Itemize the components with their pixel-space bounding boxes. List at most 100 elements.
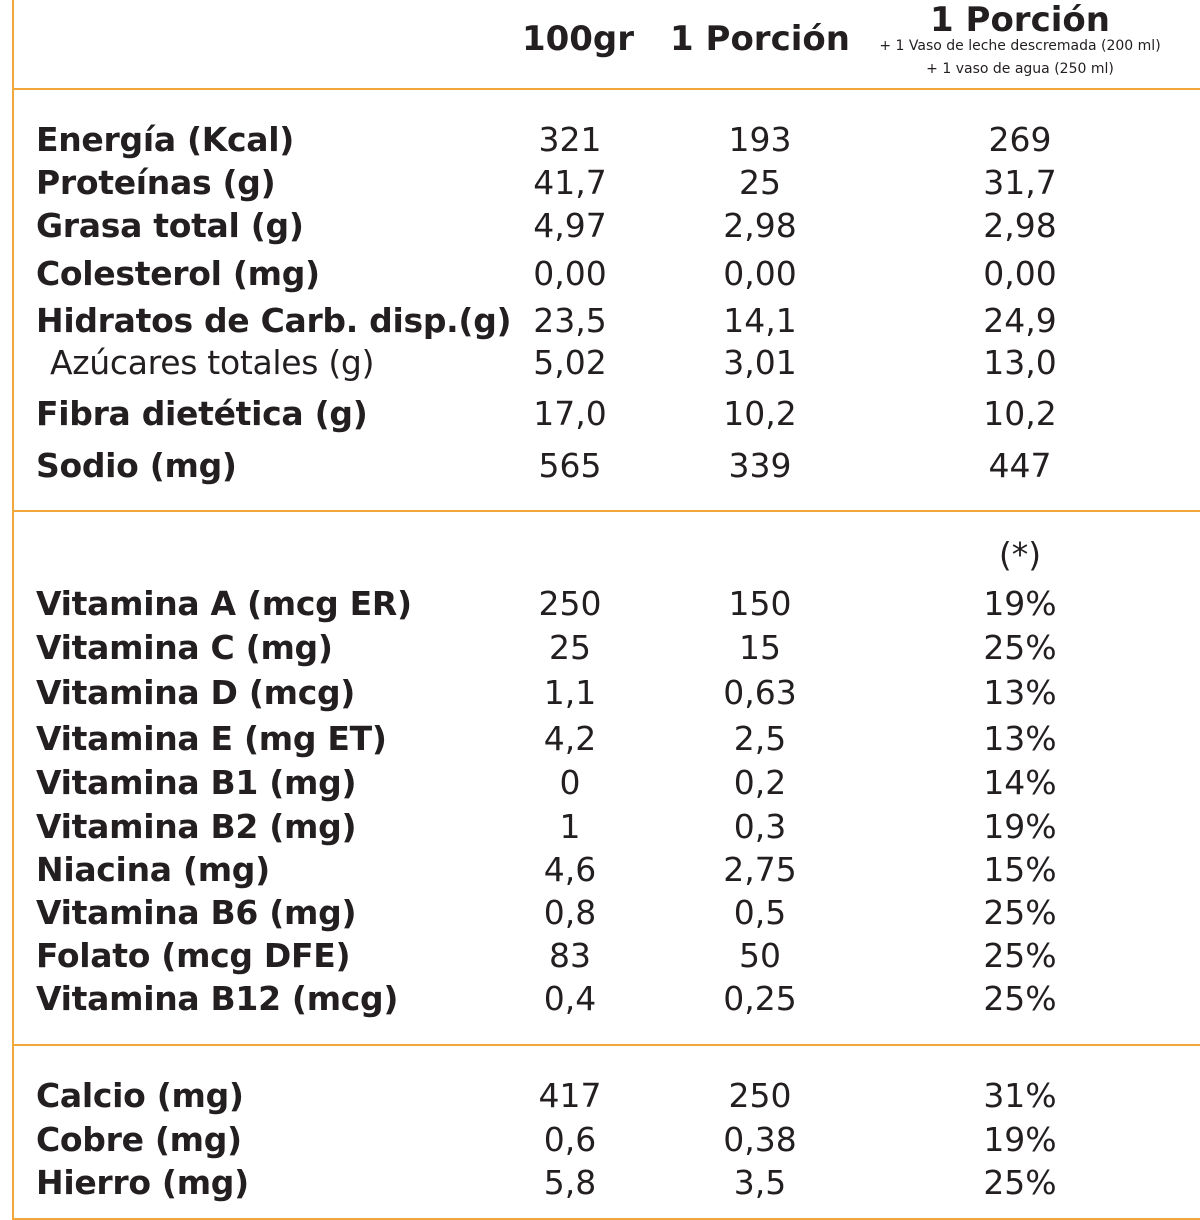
value-100gr: 321 xyxy=(538,120,602,159)
row-label: Vitamina E (mg ET) xyxy=(36,719,387,758)
row-label: Colesterol (mg) xyxy=(36,254,320,293)
table-row: Folato (mcg DFE) 83 50 25% xyxy=(0,934,1200,978)
value-100gr: 23,5 xyxy=(533,301,607,340)
value-100gr: 0,4 xyxy=(543,979,597,1018)
value-portion: 2,75 xyxy=(723,850,797,889)
value-portion-mix: 19% xyxy=(983,1120,1057,1159)
value-portion-mix: 14% xyxy=(983,763,1057,802)
table-row: Vitamina B2 (mg) 1 0,3 19% xyxy=(0,805,1200,849)
table-row: Vitamina A (mcg ER) 250 150 19% xyxy=(0,582,1200,626)
value-portion-mix: 25% xyxy=(983,1163,1057,1202)
value-portion-mix: 2,98 xyxy=(983,206,1057,245)
value-portion-mix: 25% xyxy=(983,628,1057,667)
value-portion-mix: 13,0 xyxy=(983,343,1057,382)
row-label: Energía (Kcal) xyxy=(36,120,295,159)
row-label: Vitamina D (mcg) xyxy=(36,673,356,712)
value-portion-mix: 19% xyxy=(983,807,1057,846)
value-portion: 0,63 xyxy=(723,673,797,712)
value-portion: 2,5 xyxy=(733,719,787,758)
value-portion-mix: 15% xyxy=(983,850,1057,889)
row-label: Grasa total (g) xyxy=(36,206,304,245)
value-portion: 2,98 xyxy=(723,206,797,245)
header-portion: 1 Porción xyxy=(670,19,850,59)
table-row: Colesterol (mg) 0,00 0,00 0,00 xyxy=(0,252,1200,296)
value-100gr: 17,0 xyxy=(533,394,607,433)
value-portion: 0,38 xyxy=(723,1120,797,1159)
divider-vitamins xyxy=(12,510,1200,512)
header-100gr: 100gr xyxy=(521,19,635,59)
value-portion-mix: 25% xyxy=(983,936,1057,975)
value-portion-mix: 269 xyxy=(988,120,1052,159)
value-portion: 14,1 xyxy=(723,301,797,340)
header-note-water: + 1 vaso de agua (250 ml) xyxy=(926,61,1114,77)
value-100gr: 1,1 xyxy=(543,673,597,712)
table-row: Sodio (mg) 565 339 447 xyxy=(0,444,1200,488)
value-portion-mix: 13% xyxy=(983,673,1057,712)
row-label: Vitamina B1 (mg) xyxy=(36,763,357,802)
table-row: Hidratos de Carb. disp.(g) 23,5 14,1 24,9 xyxy=(0,299,1200,343)
row-label: Calcio (mg) xyxy=(36,1076,244,1115)
value-portion: 15 xyxy=(739,628,781,667)
table-row: Grasa total (g) 4,97 2,98 2,98 xyxy=(0,204,1200,248)
value-100gr: 250 xyxy=(538,584,602,623)
table-row: Energía (Kcal) 321 193 269 xyxy=(0,118,1200,162)
value-100gr: 417 xyxy=(538,1076,602,1115)
row-label: Hidratos de Carb. disp.(g) xyxy=(36,301,512,340)
value-100gr: 0 xyxy=(559,763,581,802)
row-label: Folato (mcg DFE) xyxy=(36,936,351,975)
table-row: Vitamina B6 (mg) 0,8 0,5 25% xyxy=(0,891,1200,935)
value-portion: 150 xyxy=(728,584,792,623)
table-row: Vitamina C (mg) 25 15 25% xyxy=(0,626,1200,670)
value-portion: 0,2 xyxy=(733,763,787,802)
table-row: Proteínas (g) 41,7 25 31,7 xyxy=(0,161,1200,205)
value-100gr: 83 xyxy=(549,936,591,975)
row-label: Vitamina B12 (mcg) xyxy=(36,979,399,1018)
value-portion-mix: 10,2 xyxy=(983,394,1057,433)
value-portion: 0,3 xyxy=(733,807,787,846)
value-portion: 0,5 xyxy=(733,893,787,932)
value-portion-mix: 24,9 xyxy=(983,301,1057,340)
divider-header xyxy=(12,88,1200,90)
value-portion: 0,25 xyxy=(723,979,797,1018)
row-label: Hierro (mg) xyxy=(36,1163,249,1202)
table-row: Niacina (mg) 4,6 2,75 15% xyxy=(0,848,1200,892)
value-portion-mix: 31% xyxy=(983,1076,1057,1115)
row-label: Niacina (mg) xyxy=(36,850,270,889)
value-portion: 10,2 xyxy=(723,394,797,433)
value-100gr: 25 xyxy=(549,628,591,667)
table-row: Cobre (mg) 0,6 0,38 19% xyxy=(0,1118,1200,1162)
table-row: Hierro (mg) 5,8 3,5 25% xyxy=(0,1161,1200,1205)
table-row: Azúcares totales (g) 5,02 3,01 13,0 xyxy=(0,341,1200,385)
table-row: Calcio (mg) 417 250 31% xyxy=(0,1074,1200,1118)
table-row: Vitamina B1 (mg) 0 0,2 14% xyxy=(0,761,1200,805)
row-label: Vitamina B6 (mg) xyxy=(36,893,357,932)
value-100gr: 0,00 xyxy=(533,254,607,293)
row-label: Proteínas (g) xyxy=(36,163,276,202)
value-portion-mix: 25% xyxy=(983,893,1057,932)
value-portion-mix: 19% xyxy=(983,584,1057,623)
value-100gr: 4,2 xyxy=(543,719,597,758)
row-label: Cobre (mg) xyxy=(36,1120,242,1159)
value-portion-mix: 31,7 xyxy=(983,163,1057,202)
value-portion-mix: 13% xyxy=(983,719,1057,758)
value-portion: 50 xyxy=(739,936,781,975)
value-portion: 193 xyxy=(728,120,792,159)
table-row: Vitamina E (mg ET) 4,2 2,5 13% xyxy=(0,717,1200,761)
divider-minerals xyxy=(12,1044,1200,1046)
value-100gr: 0,8 xyxy=(543,893,597,932)
header-portion-mix: 1 Porción xyxy=(930,0,1110,40)
table-row: Vitamina B12 (mcg) 0,4 0,25 25% xyxy=(0,977,1200,1021)
value-100gr: 5,8 xyxy=(543,1163,597,1202)
value-100gr: 1 xyxy=(559,807,581,846)
vitamins-footnote-mark: (*) xyxy=(998,535,1042,574)
value-portion: 3,5 xyxy=(733,1163,787,1202)
value-portion-mix: 447 xyxy=(988,446,1052,485)
value-100gr: 4,97 xyxy=(533,206,607,245)
row-label: Fibra dietética (g) xyxy=(36,394,368,433)
value-100gr: 5,02 xyxy=(533,343,607,382)
value-portion-mix: 0,00 xyxy=(983,254,1057,293)
value-portion: 339 xyxy=(728,446,792,485)
value-portion: 25 xyxy=(739,163,781,202)
table-row: Vitamina D (mcg) 1,1 0,63 13% xyxy=(0,671,1200,715)
table-row: Fibra dietética (g) 17,0 10,2 10,2 xyxy=(0,392,1200,436)
